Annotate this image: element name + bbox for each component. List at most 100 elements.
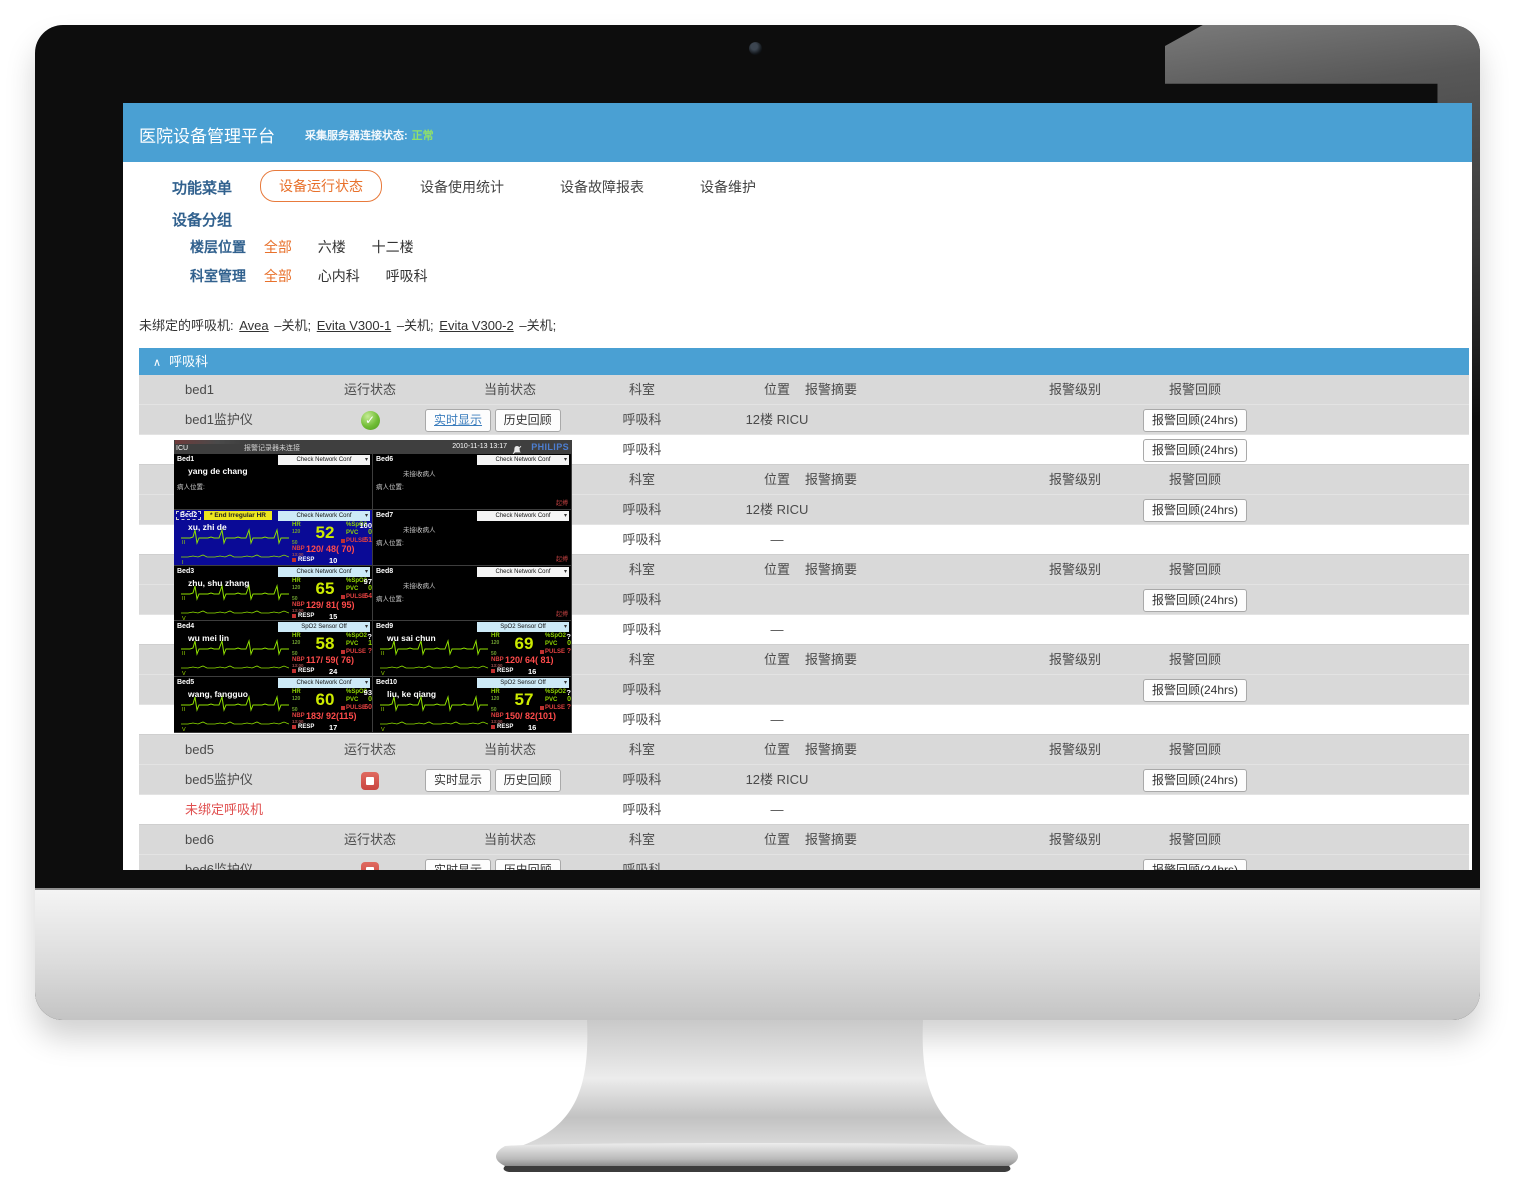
pulse-value: ? <box>566 648 571 656</box>
tab-device-run-status[interactable]: 设备运行状态 <box>260 170 382 202</box>
tile-alarm-dropdown[interactable]: SpO2 Sensor Off ▾ <box>477 678 569 689</box>
resp-value: 15 <box>329 611 338 621</box>
alarm-review-24h-button[interactable]: 报警回顾(24hrs) <box>1142 769 1247 793</box>
unbound-ventilator-link[interactable]: Evita V300-2 <box>439 318 514 333</box>
alarm-review-24h-button[interactable]: 报警回顾(24hrs) <box>1142 589 1247 613</box>
history-review-button[interactable]: 历史回顾 <box>494 769 561 793</box>
ventilator-location: — <box>770 802 784 817</box>
tile-bed-label: Bed4 <box>177 623 195 631</box>
col-current-status: 当前状态 <box>483 832 536 847</box>
titlebar-artifact <box>175 440 245 444</box>
tile-alarm-dropdown[interactable]: Check Network Conf ▾ <box>278 455 370 465</box>
tile-alarm-dropdown[interactable]: Check Network Conf ▾ <box>278 678 370 689</box>
filter-dept-option[interactable]: 呼吸科 <box>385 268 428 284</box>
realtime-display-button[interactable]: 实时显示 <box>425 409 492 433</box>
tab-device-usage-stats[interactable]: 设备使用统计 <box>420 179 504 195</box>
device-location: 12楼 RICU <box>745 412 809 427</box>
hr-high-limit: 120 <box>491 640 500 647</box>
bed-name: bed1 <box>185 382 214 397</box>
no-patient-text: 未接收病人 <box>403 526 436 534</box>
col-alarm-review: 报警回顾 <box>1168 832 1221 847</box>
bed-name: bed5 <box>185 742 214 757</box>
ecg-trace-svg <box>181 583 290 614</box>
filter-dept-option[interactable]: 全部 <box>263 268 292 284</box>
alarm-review-24h-button[interactable]: 报警回顾(24hrs) <box>1142 499 1247 523</box>
device-dept: 呼吸科 <box>622 772 662 787</box>
tile-alarm-dropdown[interactable]: SpO2 Sensor Off ▾ <box>477 622 569 633</box>
alarm-review-24h-button[interactable]: 报警回顾(24hrs) <box>1142 409 1247 433</box>
device-actions: 实时显示 历史回顾 <box>425 855 595 870</box>
bed-tile: Bed10 SpO2 Sensor Off ▾ liu, ke qiang II … <box>373 677 572 733</box>
collapse-caret-icon[interactable]: ∧ <box>153 357 162 369</box>
tile-alarm-dropdown-value: SpO2 Sensor Off <box>500 624 546 631</box>
bed-tile: Bed5 Check Network Conf ▾ wang, fangguo I… <box>174 677 373 733</box>
alarm-review-24h-button[interactable]: 报警回顾(24hrs) <box>1142 679 1247 703</box>
unbound-ventilator-link[interactable]: Avea <box>239 318 269 333</box>
tile-alarm-dropdown[interactable]: Check Network Conf ▾ <box>278 566 370 577</box>
unbound-ventilators-line: 未绑定的呼吸机: Avea –关机; Evita V300-1 –关机; Evi… <box>139 315 556 334</box>
unbound-ventilator-link[interactable]: Evita V300-1 <box>316 318 392 333</box>
tab-device-fault-report[interactable]: 设备故障报表 <box>560 179 644 195</box>
tile-alarm-dropdown[interactable]: Check Network Conf ▾ <box>477 455 569 465</box>
realtime-display-button[interactable]: 实时显示 <box>425 859 492 870</box>
filter-floor-option[interactable]: 六楼 <box>317 239 346 255</box>
tile-alarm-dropdown[interactable]: Check Network Conf ▾ <box>477 510 569 521</box>
device-actions: 实时显示 历史回顾 <box>425 765 595 794</box>
tile-alarm-dropdown[interactable]: SpO2 Sensor Off ▾ <box>278 622 370 633</box>
status-ok-icon: ✓ <box>360 411 380 431</box>
device-dept: 呼吸科 <box>622 502 662 517</box>
ecg-waveforms: II V <box>181 635 290 676</box>
alarm-review-24h-button[interactable]: 报警回顾(24hrs) <box>1142 439 1247 463</box>
tile-alarm-dropdown-value: Check Network Conf <box>495 512 551 519</box>
nbp-time: 13:00 <box>292 551 304 557</box>
alarm-review-24h-button[interactable]: 报警回顾(24hrs) <box>1142 859 1247 870</box>
monitor-datetime: 2010-11-13 13:17 <box>452 443 507 450</box>
tile-alarm-dropdown[interactable]: Check Network Conf ▾ <box>278 510 370 521</box>
filter-dept-option[interactable]: 心内科 <box>317 268 360 284</box>
device-name: bed1监护仪 <box>185 412 253 427</box>
section-bar-respiratory[interactable]: ∧ 呼吸科 <box>139 348 1469 375</box>
dropdown-caret-icon: ▾ <box>563 624 567 631</box>
unbound-suffix: –关机; <box>274 318 312 333</box>
pulse-value: ? <box>367 648 372 656</box>
table-header-row: bed6 运行状态 当前状态 科室 位置 报警摘要 报警级别 报警回顾 <box>139 825 1469 855</box>
ventilator-review-cell <box>1125 705 1265 734</box>
resp-value: 16 <box>528 667 537 677</box>
spo2-value: ? <box>367 632 372 642</box>
pulse-icon <box>341 706 345 711</box>
nbp-value: 150/ 82(101) <box>505 711 557 722</box>
tile-bed-label: Bed7 <box>376 511 394 519</box>
nbp-value: 120/ 48( 70) <box>306 543 355 554</box>
vitals-panel: HR 120 50 52 %SpO2 100 PVC 0 PULSE 51 NB… <box>289 521 372 565</box>
ecg-trace-svg <box>181 695 290 725</box>
filter-floor-label: 楼层位置 <box>190 239 246 255</box>
hr-low-limit: 50 <box>292 707 298 714</box>
hr-label: HR <box>292 633 301 640</box>
filter-floor-option[interactable]: 全部 <box>263 239 292 255</box>
realtime-display-button[interactable]: 实时显示 <box>425 769 492 793</box>
pulse-label: PULSE <box>346 649 367 656</box>
hr-value: 58 <box>315 634 335 654</box>
bed-group-block: bed5 运行状态 当前状态 科室 位置 报警摘要 报警级别 报警回顾 bed5… <box>139 735 1469 795</box>
history-review-button[interactable]: 历史回顾 <box>494 859 561 870</box>
tile-bed-label: Bed6 <box>376 456 394 463</box>
tab-device-maintenance[interactable]: 设备维护 <box>700 179 756 195</box>
hr-high-limit: 120 <box>292 528 301 535</box>
filter-dept-label: 科室管理 <box>190 268 246 284</box>
filter-floor-option[interactable]: 十二楼 <box>371 239 414 255</box>
col-run-status: 运行状态 <box>343 382 396 397</box>
filter-floor: 楼层位置 全部 六楼 十二楼 <box>190 237 436 257</box>
col-dept: 科室 <box>628 652 655 667</box>
device-review-cell: 报警回顾(24hrs) <box>1125 495 1265 524</box>
hr-value: 52 <box>315 522 335 542</box>
history-review-button[interactable]: 历史回顾 <box>494 409 561 433</box>
nbp-time: 13:00 <box>491 719 503 725</box>
pacer-indicator: 起搏 <box>555 500 568 507</box>
tile-alarm-dropdown[interactable]: Check Network Conf ▾ <box>477 566 569 577</box>
screen: 医院设备管理平台 采集服务器连接状态: 正常 功能菜单 设备运行状态 设备使用统计… <box>123 103 1472 870</box>
col-alarm-level: 报警级别 <box>1048 742 1101 757</box>
spo2-label: %SpO2 <box>346 577 368 584</box>
ventilator-location: — <box>770 712 784 727</box>
pulse-value: ? <box>566 704 571 712</box>
monitor-device-row: bed1监护仪 ✓ 实时显示 历史回顾 呼吸科 12楼 RICU 报警回顾(24… <box>139 405 1469 435</box>
